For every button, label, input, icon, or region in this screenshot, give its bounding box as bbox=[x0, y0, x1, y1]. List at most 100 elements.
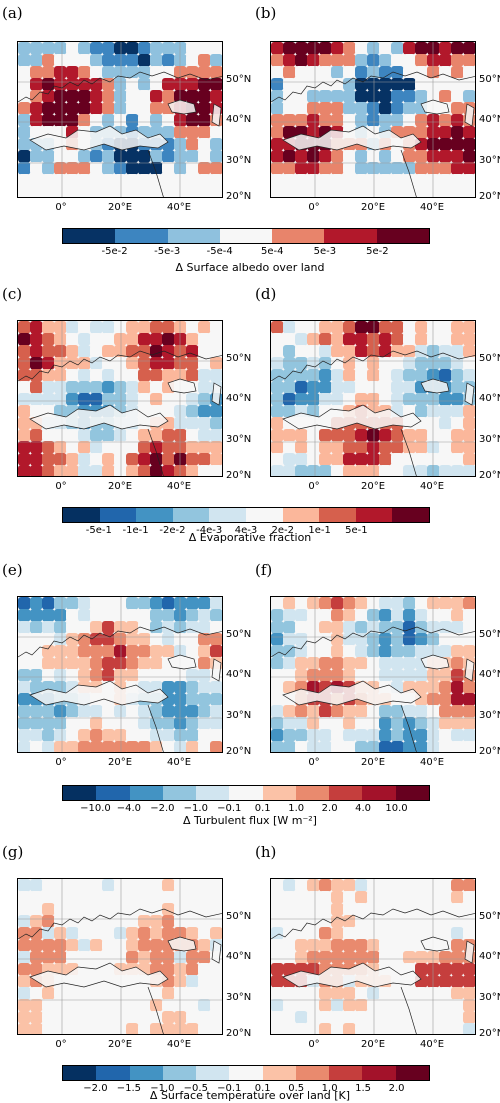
field-cell bbox=[415, 741, 428, 752]
field-cell bbox=[90, 1011, 103, 1024]
field-cell bbox=[78, 453, 91, 466]
field-cell bbox=[138, 891, 151, 904]
field-cell bbox=[150, 345, 163, 358]
sea-outline bbox=[420, 654, 450, 670]
field-cell bbox=[30, 903, 43, 916]
field-cell bbox=[367, 1023, 380, 1034]
field-cell bbox=[283, 609, 296, 622]
field-cell bbox=[391, 705, 404, 718]
field-cell bbox=[271, 114, 284, 127]
field-cell bbox=[126, 345, 139, 358]
field-cell bbox=[343, 999, 356, 1012]
field-cell bbox=[283, 405, 296, 418]
field-cell bbox=[307, 54, 320, 67]
field-cell bbox=[439, 645, 452, 658]
field-cell bbox=[295, 927, 308, 940]
field-cell bbox=[42, 987, 55, 1000]
field-cell bbox=[367, 633, 380, 646]
map-field bbox=[271, 597, 475, 752]
field-cell bbox=[391, 90, 404, 103]
field-cell bbox=[319, 150, 332, 163]
field-cell bbox=[295, 465, 308, 476]
field-cell bbox=[283, 1023, 296, 1034]
field-cell bbox=[271, 453, 284, 466]
field-cell bbox=[210, 891, 222, 904]
latitude-tick-label: 50°N bbox=[479, 353, 500, 364]
field-cell bbox=[198, 915, 211, 928]
field-cell bbox=[102, 174, 115, 187]
field-cell bbox=[415, 729, 428, 742]
field-cell bbox=[102, 999, 115, 1012]
field-cell bbox=[343, 393, 356, 406]
coastline bbox=[18, 71, 222, 103]
field-cell bbox=[331, 369, 344, 382]
field-cell bbox=[198, 465, 211, 476]
field-cell bbox=[42, 1023, 55, 1034]
field-cell bbox=[283, 369, 296, 382]
field-cell bbox=[42, 453, 55, 466]
field-cell bbox=[451, 369, 464, 382]
field-cell bbox=[451, 441, 464, 454]
longitude-tick-label: 0° bbox=[308, 1039, 320, 1050]
field-cell bbox=[42, 657, 55, 670]
field-cell bbox=[355, 453, 368, 466]
coastline bbox=[147, 704, 164, 752]
field-cell bbox=[451, 903, 464, 916]
field-cell bbox=[271, 1023, 284, 1034]
field-cell bbox=[210, 681, 222, 694]
field-cell bbox=[210, 417, 222, 430]
field-cell bbox=[198, 369, 211, 382]
field-cell bbox=[54, 633, 67, 646]
field-cell bbox=[42, 645, 55, 658]
field-cell bbox=[271, 126, 284, 139]
field-cell bbox=[271, 693, 284, 706]
field-cell bbox=[186, 126, 199, 139]
field-cell bbox=[283, 927, 296, 940]
colorbar-tick-label: 1.0 bbox=[321, 1083, 338, 1094]
field-cell bbox=[126, 369, 139, 382]
field-cell bbox=[307, 987, 320, 1000]
field-cell bbox=[150, 879, 163, 892]
field-cell bbox=[403, 357, 416, 370]
coastline bbox=[147, 149, 164, 197]
field-cell bbox=[66, 705, 79, 718]
field-cell bbox=[463, 903, 475, 916]
field-cell bbox=[331, 453, 344, 466]
field-cell bbox=[162, 879, 175, 892]
field-cell bbox=[66, 465, 79, 476]
field-cell bbox=[295, 1011, 308, 1024]
field-cell bbox=[54, 891, 67, 904]
sea-outline bbox=[211, 658, 222, 682]
field-cell bbox=[138, 429, 151, 442]
longitude-tick-label: 40°E bbox=[419, 757, 445, 768]
field-cell bbox=[451, 1011, 464, 1024]
field-cell bbox=[30, 66, 43, 79]
field-cell bbox=[18, 162, 31, 175]
field-cell bbox=[126, 186, 139, 197]
field-cell bbox=[210, 609, 222, 622]
field-cell bbox=[415, 633, 428, 646]
field-cell bbox=[18, 453, 31, 466]
coastline bbox=[18, 626, 222, 658]
field-cell bbox=[150, 891, 163, 904]
field-cell bbox=[319, 645, 332, 658]
field-cell bbox=[403, 174, 416, 187]
field-cell bbox=[379, 741, 392, 752]
field-cell bbox=[162, 357, 175, 370]
field-cell bbox=[463, 333, 475, 346]
field-cell bbox=[271, 963, 284, 976]
field-cell bbox=[102, 1023, 115, 1034]
field-cell bbox=[114, 78, 127, 91]
field-cell bbox=[114, 729, 127, 742]
field-cell bbox=[295, 729, 308, 742]
field-cell bbox=[331, 78, 344, 91]
field-cell bbox=[54, 357, 67, 370]
field-cell bbox=[54, 465, 67, 476]
field-cell bbox=[463, 927, 475, 940]
field-cell bbox=[439, 150, 452, 163]
field-cell bbox=[355, 186, 368, 197]
field-cell bbox=[162, 999, 175, 1012]
field-cell bbox=[319, 393, 332, 406]
field-cell bbox=[162, 150, 175, 163]
field-cell bbox=[186, 915, 199, 928]
